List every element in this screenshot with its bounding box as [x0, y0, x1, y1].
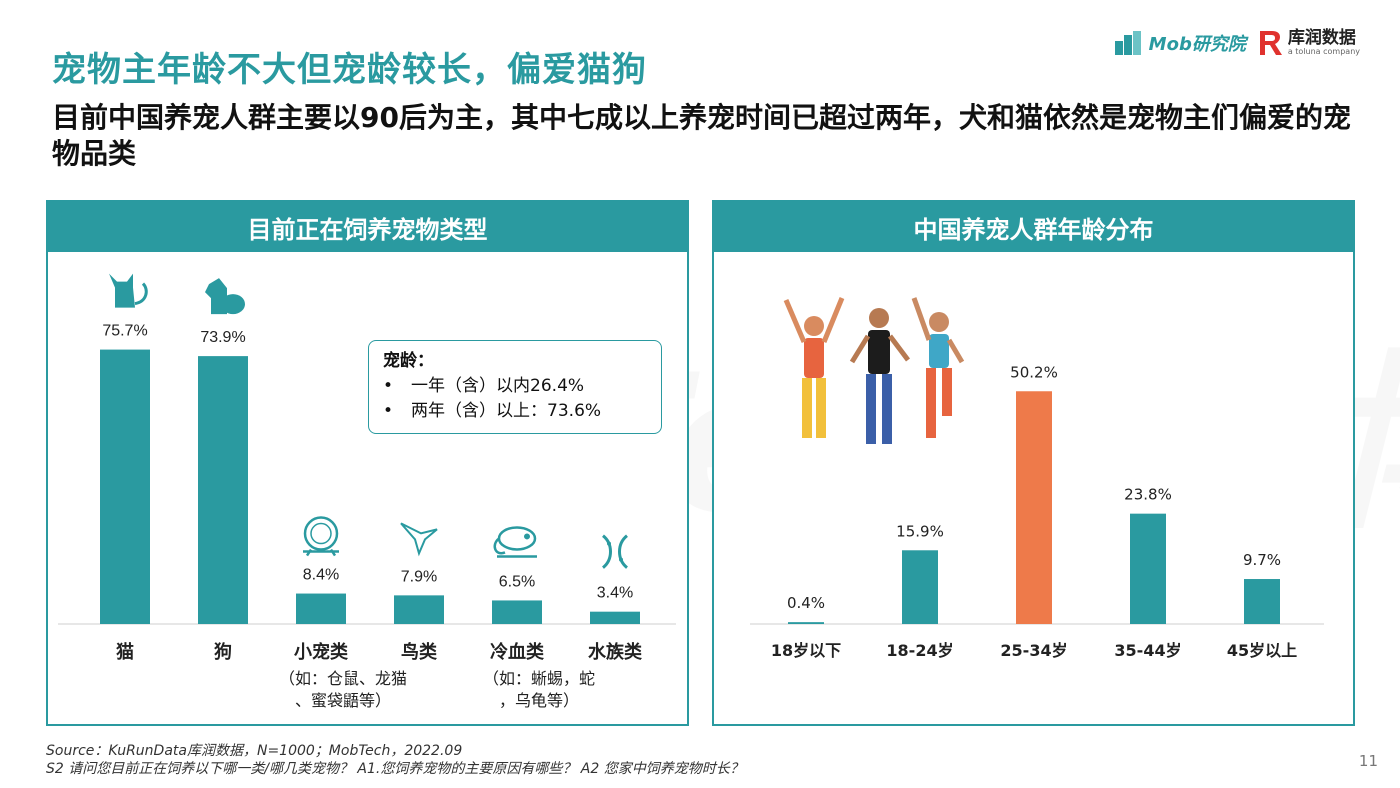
category-label: 冷血类 [490, 641, 545, 663]
mob-logo-icon [1114, 31, 1141, 55]
bar [394, 595, 444, 624]
data-label: 50.2% [1010, 363, 1058, 381]
category-label: 狗 [214, 641, 232, 663]
note-title: 宠龄： [383, 351, 434, 371]
bar [902, 550, 938, 624]
note-item-text: 一年（含）以内26.4% [411, 376, 585, 396]
data-label: 8.4% [303, 567, 339, 584]
data-label: 15.9% [896, 522, 944, 540]
data-label: 6.5% [499, 573, 535, 590]
category-note: 、蜜袋鼯等） [295, 691, 391, 710]
data-label: 73.9% [200, 329, 245, 346]
age-panel-title: 中国养宠人群年龄分布 [714, 202, 1353, 252]
category-label: 18-24岁 [886, 641, 953, 660]
bar [1244, 579, 1280, 624]
category-label: 猫 [116, 641, 134, 663]
dog-icon [205, 278, 245, 315]
mob-logo: Mob研究院 [1114, 30, 1246, 56]
pet-type-panel: 目前正在饲养宠物类型 75.7% 猫 73.9% 狗 8.4% 小宠类 （如：仓鼠、龙猫 、蜜… [46, 200, 689, 726]
hummingbird-icon [400, 522, 438, 557]
category-label: 25-34岁 [1000, 641, 1067, 660]
data-label: 7.9% [401, 568, 437, 585]
page-subtitle: 目前中国养宠人群主要以90后为主，其中七成以上养宠时间已超过两年，犬和猫依然是宠… [52, 101, 1351, 170]
source-text: Source：KuRunData库润数据，N=1000；MobTech，2022… [46, 743, 463, 759]
bar [1016, 391, 1052, 624]
kurun-logo-text: 库润数据 [1287, 28, 1356, 48]
data-label: 9.7% [1243, 551, 1281, 569]
fish-icon [601, 534, 629, 569]
category-note: （如：仓鼠、龙猫 [279, 669, 407, 688]
logo-area: Mob研究院 库润数据 a toluna company [1114, 26, 1360, 60]
category-note: ，乌龟等） [499, 691, 579, 710]
pet-type-panel-title: 目前正在饲养宠物类型 [48, 202, 687, 252]
kurun-logo-icon [1259, 31, 1282, 55]
pet-type-chart: 75.7% 猫 73.9% 狗 8.4% 小宠类 （如：仓鼠、龙猫、蜜袋鼯等） 7.9% 鸟类 6… [58, 273, 676, 710]
kurun-logo: 库润数据 a toluna company [1256, 29, 1360, 57]
data-label: 3.4% [597, 585, 633, 602]
bar [788, 622, 824, 624]
age-chart: 0.4% 18岁以下 15.9% 18-24岁 50.2% 25-34岁 23.8% 35-4… [750, 297, 1324, 660]
category-label: 18岁以下 [771, 641, 841, 660]
data-label: 75.7% [102, 323, 147, 340]
cat-icon [109, 273, 148, 308]
category-label: 水族类 [588, 641, 643, 663]
data-label: 0.4% [787, 594, 825, 612]
page-title: 宠物主年龄不大但宠龄较长，偏爱猫狗 [52, 50, 647, 90]
bar [1130, 513, 1166, 624]
note-item: • 一年（含）以内26.4% [383, 374, 647, 399]
category-label: 35-44岁 [1114, 641, 1181, 660]
bar [590, 611, 640, 624]
category-note: （如：蜥蜴，蛇 [483, 669, 595, 688]
bar [492, 600, 542, 624]
hamster-wheel-icon [303, 516, 339, 557]
kurun-logo-sub: a toluna company [1287, 47, 1360, 56]
people-illustration [783, 297, 965, 444]
page-number: 11 [1358, 752, 1378, 770]
bar [198, 356, 248, 624]
footer-source: Source：KuRunData库润数据，N=1000；MobTech，2022… [46, 742, 744, 778]
bar [296, 593, 346, 624]
bar [100, 349, 150, 624]
question-text: S2 请问您目前正在饲养以下哪一类/哪几类宠物？ A1.您饲养宠物的主要原因有哪… [46, 761, 744, 777]
note-item-text: 两年（含）以上：73.6% [411, 401, 602, 421]
chameleon-icon [493, 526, 537, 558]
category-label: 鸟类 [401, 641, 438, 663]
category-label: 小宠类 [294, 641, 349, 663]
mob-logo-text: Mob研究院 [1148, 34, 1246, 55]
note-item: • 两年（含）以上：73.6% [383, 399, 647, 424]
pet-age-note: 宠龄： • 一年（含）以内26.4% • 两年（含）以上：73.6% [368, 340, 662, 434]
data-label: 23.8% [1124, 486, 1172, 504]
category-label: 45岁以上 [1227, 641, 1297, 660]
age-panel: 中国养宠人群年龄分布 0.4% 18岁以下 15.9% 18-24岁 50.2% 25-3… [712, 200, 1355, 726]
